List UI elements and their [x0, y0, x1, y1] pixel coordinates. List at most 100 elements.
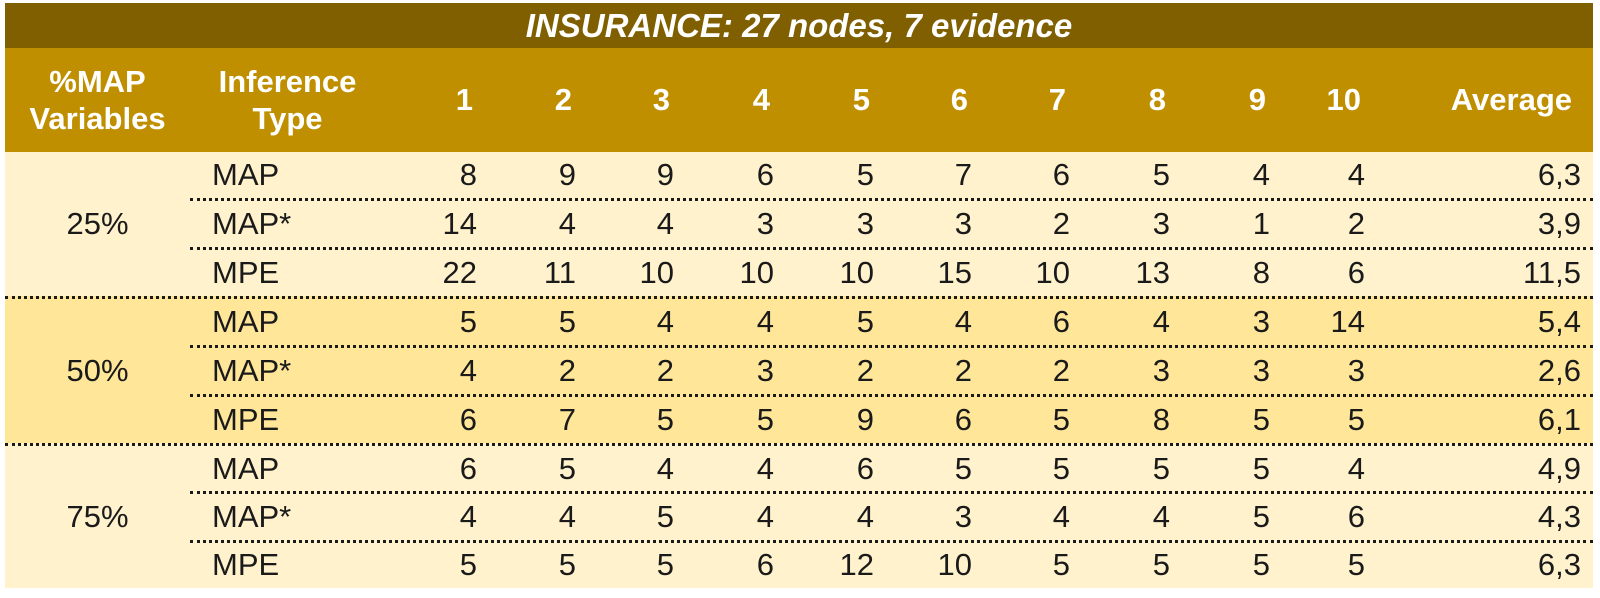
- run-10-cell: 14: [1330, 304, 1365, 339]
- run-8-cell: 5: [1152, 450, 1170, 486]
- header-run-10: 10: [1326, 82, 1361, 117]
- inference-type-cell: MAP: [212, 450, 280, 486]
- run-8-cell: 4: [1152, 304, 1170, 339]
- run-4-cell: 6: [756, 547, 774, 583]
- run-1-cell: 22: [442, 255, 477, 290]
- table-row: MAP 8 9 9 6 5 7 6 5 4 4 6,3: [190, 152, 1593, 198]
- table-row: MPE 6 7 5 5 9 6 5 8 5 5 6,1: [190, 394, 1593, 443]
- run-2-cell: 5: [558, 304, 576, 339]
- average-cell: 5,4: [1537, 304, 1581, 339]
- run-3-cell: 5: [656, 402, 674, 437]
- inference-type-cell: MPE: [212, 402, 280, 437]
- run-2-cell: 11: [543, 255, 576, 290]
- run-6-cell: 3: [954, 498, 972, 534]
- map-variables-percent: 75%: [66, 499, 129, 534]
- header-run-8: 8: [1148, 82, 1166, 117]
- run-1-cell: 5: [459, 304, 477, 339]
- inference-type-cell: MPE: [212, 547, 280, 583]
- header-inference-type: Inference Type: [190, 48, 385, 152]
- header-run-7: 7: [1048, 82, 1066, 117]
- run-10-cell: 6: [1347, 255, 1365, 290]
- header-run-9: 9: [1248, 82, 1266, 117]
- table-row: MAP 6 5 4 4 6 5 5 5 5 4 4,9: [190, 446, 1593, 491]
- run-6-cell: 2: [954, 353, 972, 388]
- run-9-cell: 3: [1252, 353, 1270, 388]
- inference-type-cell: MAP*: [212, 206, 292, 241]
- table-row: MAP* 4 4 5 4 4 3 4 4 5 6 4,3: [190, 491, 1593, 539]
- run-10-cell: 3: [1347, 353, 1365, 388]
- group-0: 25% MAP 8 9 9 6 5 7 6 5 4 4 6,3 MAP* 14 4 4 3 3 3 2 3 1 2 3,9 MPE…: [5, 152, 1593, 296]
- average-cell: 4,3: [1537, 498, 1581, 534]
- run-8-cell: 5: [1152, 547, 1170, 583]
- run-5-cell: 10: [839, 255, 874, 290]
- run-4-cell: 3: [756, 353, 774, 388]
- run-5-cell: 5: [856, 157, 874, 192]
- run-3-cell: 4: [656, 304, 674, 339]
- run-3-cell: 4: [656, 206, 674, 241]
- run-6-cell: 7: [954, 157, 972, 192]
- average-cell: 11,5: [1522, 255, 1581, 290]
- group-1: 50% MAP 5 5 4 4 5 4 6 4 3 14 5,4 MAP* 4 2 2 3 2 2 2 3 3 3 2,6 MPE…: [5, 296, 1593, 443]
- run-7-cell: 4: [1052, 498, 1070, 534]
- run-2-cell: 4: [558, 206, 576, 241]
- run-5-cell: 12: [839, 547, 874, 583]
- run-2-cell: 4: [558, 498, 576, 534]
- header-map-variables-line2: Variables: [29, 101, 166, 136]
- run-9-cell: 5: [1252, 547, 1270, 583]
- header-run-4: 4: [752, 82, 770, 117]
- run-3-cell: 2: [656, 353, 674, 388]
- run-7-cell: 6: [1052, 304, 1070, 339]
- run-5-cell: 3: [856, 206, 874, 241]
- average-cell: 3,9: [1537, 206, 1581, 241]
- group-rows: MAP 8 9 9 6 5 7 6 5 4 4 6,3 MAP* 14 4 4 3 3 3 2 3 1 2 3,9 MPE 22 1…: [190, 152, 1593, 296]
- run-1-cell: 14: [442, 206, 477, 241]
- run-8-cell: 3: [1152, 353, 1170, 388]
- map-variables-percent: 25%: [66, 206, 129, 241]
- inference-type-cell: MPE: [212, 255, 280, 290]
- header-run-3: 3: [652, 82, 670, 117]
- run-4-cell: 4: [756, 498, 774, 534]
- average-cell: 2,6: [1537, 353, 1581, 388]
- run-5-cell: 6: [856, 450, 874, 486]
- inference-type-cell: MAP*: [212, 353, 292, 388]
- run-9-cell: 1: [1252, 206, 1270, 241]
- run-9-cell: 5: [1252, 450, 1270, 486]
- run-2-cell: 5: [558, 547, 576, 583]
- run-10-cell: 6: [1347, 498, 1365, 534]
- run-9-cell: 3: [1252, 304, 1270, 339]
- map-variables-percent: 50%: [66, 353, 129, 388]
- run-2-cell: 9: [558, 157, 576, 192]
- run-3-cell: 5: [656, 498, 674, 534]
- run-1-cell: 8: [459, 157, 477, 192]
- group-rows: MAP 6 5 4 4 6 5 5 5 5 4 4,9 MAP* 4 4 5 4 4 3 4 4 5 6 4,3 MPE 5 5 5 6…: [190, 446, 1593, 588]
- run-5-cell: 4: [856, 498, 874, 534]
- run-3-cell: 4: [656, 450, 674, 486]
- run-2-cell: 5: [558, 450, 576, 486]
- table-row: MPE 5 5 5 6 12 10 5 5 5 5 6,3: [190, 539, 1593, 588]
- run-10-cell: 4: [1347, 450, 1365, 486]
- run-1-cell: 4: [459, 353, 477, 388]
- inference-type-cell: MAP*: [212, 498, 292, 534]
- run-4-cell: 3: [756, 206, 774, 241]
- table-row: MAP 5 5 4 4 5 4 6 4 3 14 5,4: [190, 299, 1593, 345]
- header-run-1: 1: [455, 82, 473, 117]
- run-10-cell: 5: [1347, 402, 1365, 437]
- average-cell: 4,9: [1537, 450, 1581, 486]
- run-5-cell: 5: [856, 304, 874, 339]
- table-title: INSURANCE: 27 nodes, 7 evidence: [5, 3, 1593, 48]
- run-4-cell: 4: [756, 450, 774, 486]
- run-6-cell: 5: [954, 450, 972, 486]
- run-4-cell: 5: [756, 402, 774, 437]
- table-row: MAP* 4 2 2 3 2 2 2 3 3 3 2,6: [190, 345, 1593, 394]
- group-2: 75% MAP 6 5 4 4 6 5 5 5 5 4 4,9 MAP* 4 4 5 4 4 3 4 4 5 6 4,3 MPE 5…: [5, 443, 1593, 588]
- header-row: %MAP Variables Inference Type 1 2 3 4 5 6 …: [5, 48, 1593, 152]
- table-body: 25% MAP 8 9 9 6 5 7 6 5 4 4 6,3 MAP* 14 4 4 3 3 3 2 3 1 2 3,9 MPE…: [5, 152, 1593, 588]
- run-1-cell: 5: [459, 547, 477, 583]
- run-1-cell: 6: [459, 450, 477, 486]
- header-inference-type-line2: Type: [252, 101, 323, 136]
- run-9-cell: 4: [1252, 157, 1270, 192]
- run-7-cell: 5: [1052, 450, 1070, 486]
- table-row: MPE 22 11 10 10 10 15 10 13 8 6 11,5: [190, 247, 1593, 296]
- run-3-cell: 5: [656, 547, 674, 583]
- run-8-cell: 13: [1135, 255, 1170, 290]
